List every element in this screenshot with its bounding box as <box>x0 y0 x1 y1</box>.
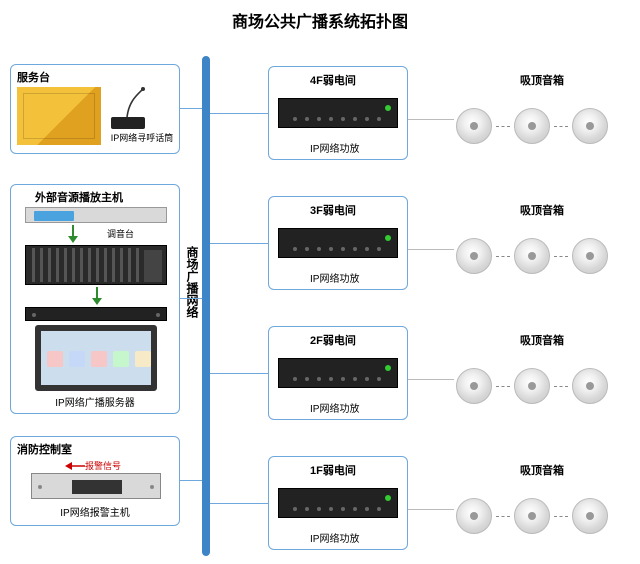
ip-amplifier <box>278 358 398 388</box>
ceiling-speaker <box>456 238 492 274</box>
backbone-bus <box>202 56 210 556</box>
speaker-dash <box>554 516 568 517</box>
mic-neck-icon <box>123 87 147 119</box>
link-service <box>180 108 202 109</box>
fire-box: 消防控制室 报警信号 IP网络报警主机 <box>10 436 180 526</box>
server-rack-top <box>25 307 167 321</box>
speaker-label: 吸顶音箱 <box>520 202 564 218</box>
ceiling-speaker <box>572 238 608 274</box>
ceiling-speaker <box>572 498 608 534</box>
ceiling-speaker <box>572 368 608 404</box>
floor-label: 2F弱电间 <box>310 332 356 348</box>
link-floor <box>210 503 268 504</box>
mixing-console <box>25 245 167 285</box>
mic-caption: IP网络寻呼话筒 <box>107 131 177 144</box>
speaker-dash <box>554 126 568 127</box>
sources-title: 外部音源播放主机 <box>35 189 123 205</box>
amp-label: IP网络功放 <box>310 400 359 415</box>
link-fire <box>180 480 202 481</box>
mixer-caption: 调音台 <box>107 227 134 240</box>
ceiling-speaker <box>514 108 550 144</box>
speaker-label: 吸顶音箱 <box>520 72 564 88</box>
fire-alarm-host <box>31 473 161 499</box>
speaker-label: 吸顶音箱 <box>520 332 564 348</box>
link-sources <box>180 298 202 299</box>
service-photo <box>17 87 101 145</box>
arrow-down-icon <box>67 225 79 243</box>
link-speakers <box>408 119 454 120</box>
link-floor <box>210 113 268 114</box>
service-title: 服务台 <box>17 69 50 85</box>
floor-label: 3F弱电间 <box>310 202 356 218</box>
cd-player <box>25 207 167 223</box>
ip-amplifier <box>278 98 398 128</box>
amp-label: IP网络功放 <box>310 530 359 545</box>
link-floor <box>210 243 268 244</box>
link-floor <box>210 373 268 374</box>
link-speakers <box>408 509 454 510</box>
speaker-dash <box>496 256 510 257</box>
server-screen <box>35 325 157 391</box>
ceiling-speaker <box>514 498 550 534</box>
speaker-dash <box>496 516 510 517</box>
speaker-dash <box>554 386 568 387</box>
sources-box: 外部音源播放主机 调音台 IP网络广播服务 <box>10 184 180 414</box>
ceiling-speaker <box>572 108 608 144</box>
fire-title: 消防控制室 <box>17 441 72 457</box>
ceiling-speaker <box>456 368 492 404</box>
speaker-dash <box>554 256 568 257</box>
speaker-label: 吸顶音箱 <box>520 462 564 478</box>
service-box: 服务台 IP网络寻呼话筒 <box>10 64 180 154</box>
diagram-title: 商场公共广播系统拓扑图 <box>0 0 640 36</box>
fire-caption: IP网络报警主机 <box>11 504 179 519</box>
floor-label: 4F弱电间 <box>310 72 356 88</box>
amp-label: IP网络功放 <box>310 270 359 285</box>
arrow-down-icon <box>91 287 103 305</box>
speaker-dash <box>496 126 510 127</box>
alarm-arrow-icon <box>65 461 85 471</box>
alarm-signal-label: 报警信号 <box>85 459 121 472</box>
ip-amplifier <box>278 228 398 258</box>
link-speakers <box>408 379 454 380</box>
server-caption: IP网络广播服务器 <box>11 394 179 409</box>
floor-label: 1F弱电间 <box>310 462 356 478</box>
ceiling-speaker <box>514 238 550 274</box>
canvas: 商场广播网络 服务台 IP网络寻呼话筒 外部音源播放主机 调音台 <box>0 36 640 564</box>
ip-amplifier <box>278 488 398 518</box>
link-speakers <box>408 249 454 250</box>
amp-label: IP网络功放 <box>310 140 359 155</box>
speaker-dash <box>496 386 510 387</box>
backbone-label: 商场广播网络 <box>184 246 201 318</box>
ceiling-speaker <box>456 108 492 144</box>
ceiling-speaker <box>514 368 550 404</box>
ceiling-speaker <box>456 498 492 534</box>
